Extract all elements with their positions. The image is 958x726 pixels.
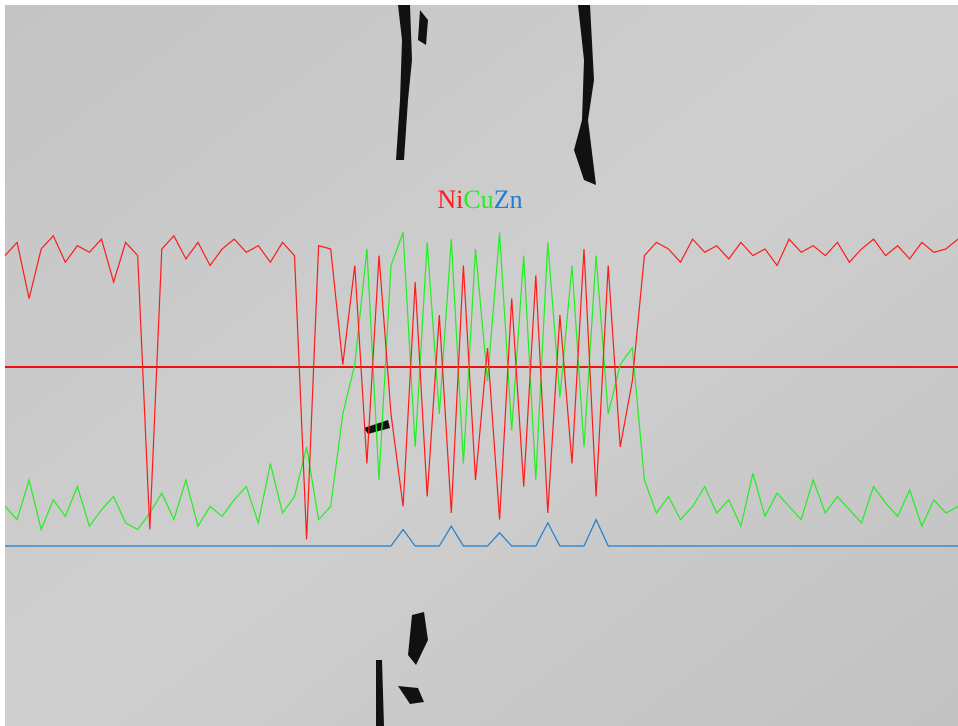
legend-entry: Ni — [437, 185, 463, 214]
series-line — [4, 232, 958, 532]
legend: NiCuZn — [437, 185, 522, 214]
series-line — [4, 234, 958, 540]
cracks — [364, 5, 596, 726]
legend-entry: Zn — [494, 185, 523, 214]
legend-entry: Cu — [463, 185, 493, 214]
micrograph — [5, 5, 958, 726]
series-line — [5, 518, 958, 547]
plot — [4, 232, 958, 547]
